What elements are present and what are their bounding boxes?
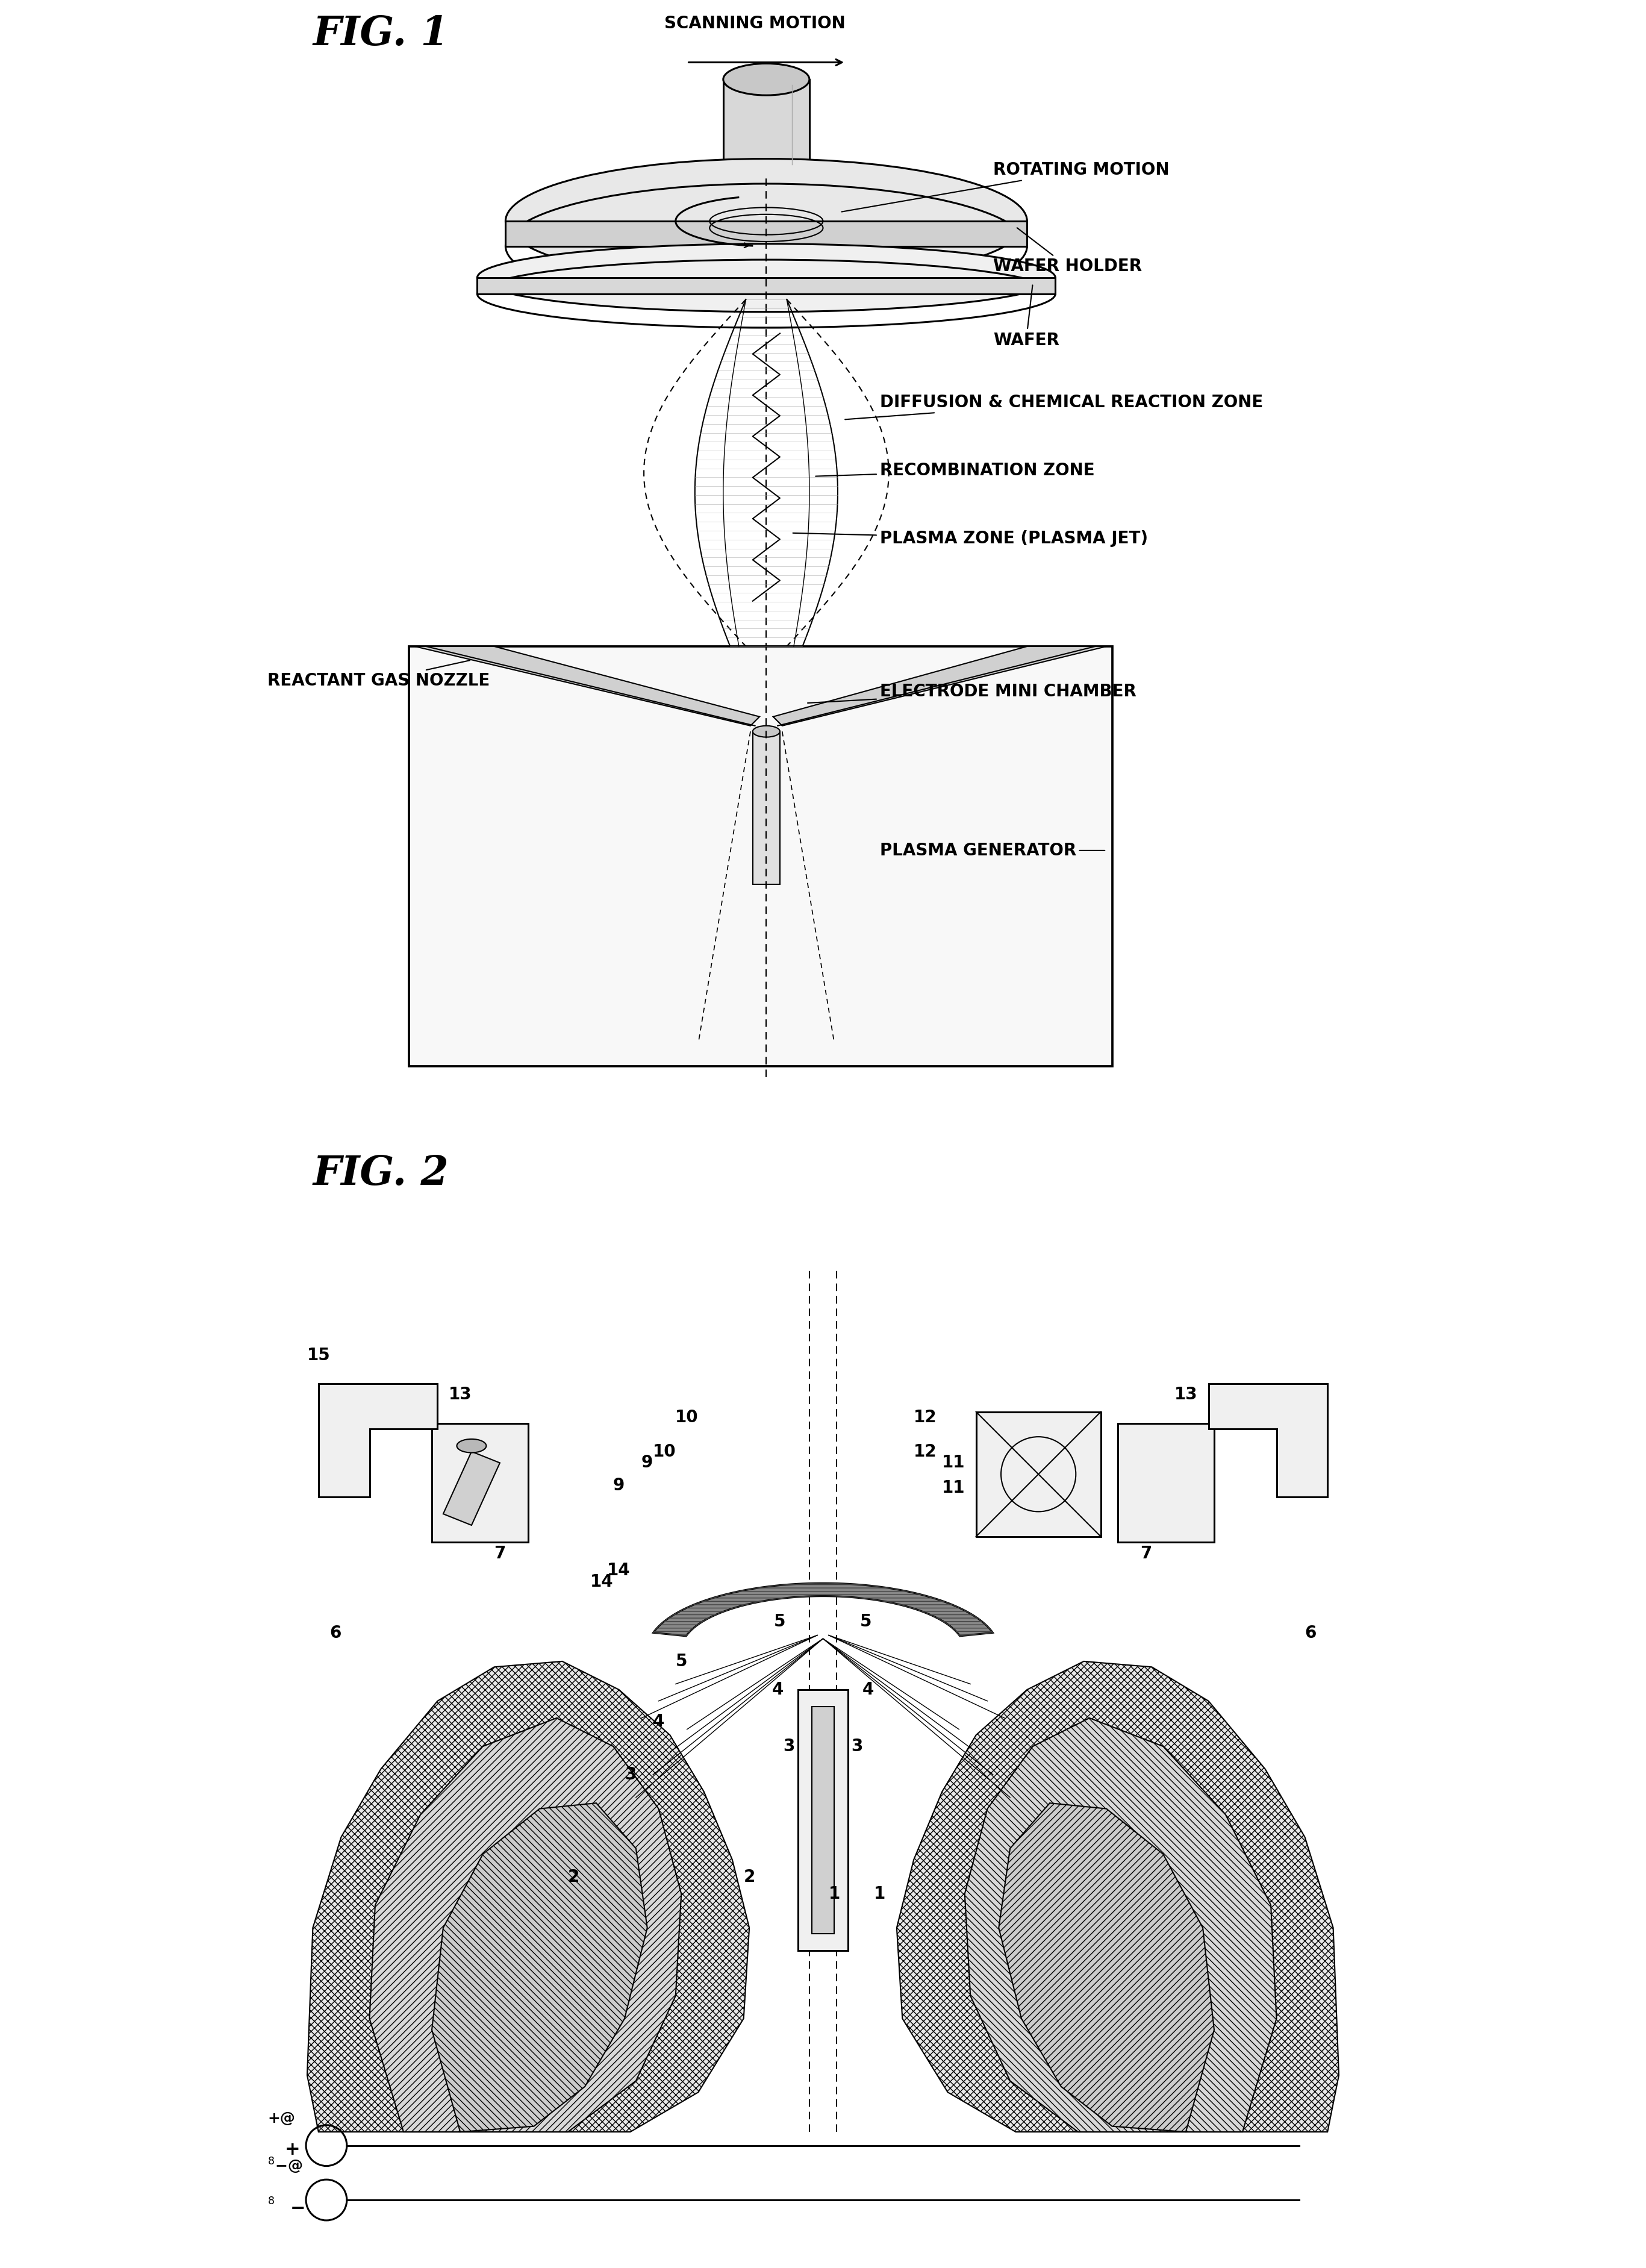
Text: ELECTRODE MINI CHAMBER: ELECTRODE MINI CHAMBER bbox=[808, 683, 1136, 703]
Text: 5: 5 bbox=[861, 1613, 872, 1631]
Bar bbox=[976, 1411, 1101, 1538]
Text: 3: 3 bbox=[851, 1737, 863, 1755]
Text: 11: 11 bbox=[942, 1479, 965, 1497]
Polygon shape bbox=[774, 646, 1106, 726]
Ellipse shape bbox=[723, 64, 810, 95]
Ellipse shape bbox=[505, 159, 1027, 284]
Text: $^8$: $^8$ bbox=[267, 2198, 275, 2211]
Polygon shape bbox=[965, 1719, 1277, 2132]
Polygon shape bbox=[431, 1803, 647, 2132]
Text: 9: 9 bbox=[642, 1454, 653, 1472]
Text: 12: 12 bbox=[914, 1408, 937, 1427]
Ellipse shape bbox=[752, 726, 780, 737]
Text: FIG. 2: FIG. 2 bbox=[313, 1154, 449, 1193]
Text: 4: 4 bbox=[863, 1681, 874, 1699]
Text: PLASMA GENERATOR: PLASMA GENERATOR bbox=[879, 841, 1104, 860]
Polygon shape bbox=[1208, 1383, 1328, 1497]
Text: REACTANT GAS NOZZLE: REACTANT GAS NOZZLE bbox=[267, 660, 491, 689]
Polygon shape bbox=[415, 646, 759, 726]
Text: 13: 13 bbox=[449, 1386, 472, 1404]
Text: SCANNING MOTION: SCANNING MOTION bbox=[665, 16, 846, 32]
Text: 5: 5 bbox=[675, 1653, 686, 1669]
Text: 3: 3 bbox=[783, 1737, 795, 1755]
Polygon shape bbox=[318, 1383, 438, 1497]
Text: 6: 6 bbox=[1305, 1624, 1317, 1642]
Text: 15: 15 bbox=[306, 1347, 331, 1363]
FancyBboxPatch shape bbox=[410, 646, 1113, 1066]
Text: 3: 3 bbox=[624, 1767, 635, 1783]
Text: 1: 1 bbox=[828, 1885, 839, 1903]
Bar bbox=[811, 1708, 835, 1932]
Polygon shape bbox=[308, 1660, 749, 2132]
Text: 7: 7 bbox=[494, 1545, 505, 1563]
Text: 5: 5 bbox=[774, 1613, 785, 1631]
FancyBboxPatch shape bbox=[723, 79, 810, 177]
Text: 10: 10 bbox=[675, 1408, 698, 1427]
Text: 4: 4 bbox=[772, 1681, 783, 1699]
Text: FIG. 1: FIG. 1 bbox=[313, 14, 449, 54]
Text: 12: 12 bbox=[914, 1442, 937, 1461]
FancyBboxPatch shape bbox=[752, 730, 780, 885]
Text: 11: 11 bbox=[942, 1454, 965, 1472]
Text: 2: 2 bbox=[744, 1869, 756, 1885]
Ellipse shape bbox=[723, 161, 810, 193]
Text: DIFFUSION & CHEMICAL REACTION ZONE: DIFFUSION & CHEMICAL REACTION ZONE bbox=[844, 395, 1262, 420]
Text: PLASMA ZONE (PLASMA JET): PLASMA ZONE (PLASMA JET) bbox=[793, 531, 1147, 547]
Bar bbox=[798, 1690, 848, 1950]
Polygon shape bbox=[1118, 1424, 1215, 1542]
Text: 10: 10 bbox=[653, 1442, 677, 1461]
Text: +@: +@ bbox=[267, 2112, 295, 2125]
Text: 2: 2 bbox=[568, 1869, 579, 1885]
Text: WAFER: WAFER bbox=[993, 286, 1060, 349]
Text: +: + bbox=[285, 2141, 300, 2159]
Text: 7: 7 bbox=[1141, 1545, 1152, 1563]
FancyBboxPatch shape bbox=[505, 220, 1027, 245]
Text: 1: 1 bbox=[874, 1885, 886, 1903]
Text: 4: 4 bbox=[653, 1712, 665, 1730]
Polygon shape bbox=[999, 1803, 1215, 2132]
Polygon shape bbox=[443, 1452, 500, 1526]
Ellipse shape bbox=[477, 243, 1055, 313]
Text: 9: 9 bbox=[612, 1476, 625, 1495]
Text: −: − bbox=[290, 2200, 306, 2218]
Text: RECOMBINATION ZONE: RECOMBINATION ZONE bbox=[816, 463, 1095, 479]
Polygon shape bbox=[897, 1660, 1338, 2132]
Text: $^8$−@: $^8$−@ bbox=[267, 2157, 303, 2175]
Text: 14: 14 bbox=[607, 1563, 630, 1579]
Polygon shape bbox=[431, 1424, 528, 1542]
Text: 14: 14 bbox=[591, 1574, 614, 1590]
Text: 6: 6 bbox=[329, 1624, 341, 1642]
Polygon shape bbox=[369, 1719, 681, 2132]
Text: 13: 13 bbox=[1174, 1386, 1197, 1404]
FancyBboxPatch shape bbox=[477, 279, 1055, 295]
Text: WAFER HOLDER: WAFER HOLDER bbox=[993, 227, 1142, 274]
Text: ROTATING MOTION: ROTATING MOTION bbox=[841, 161, 1169, 211]
Ellipse shape bbox=[458, 1440, 486, 1454]
Polygon shape bbox=[653, 1583, 993, 1635]
